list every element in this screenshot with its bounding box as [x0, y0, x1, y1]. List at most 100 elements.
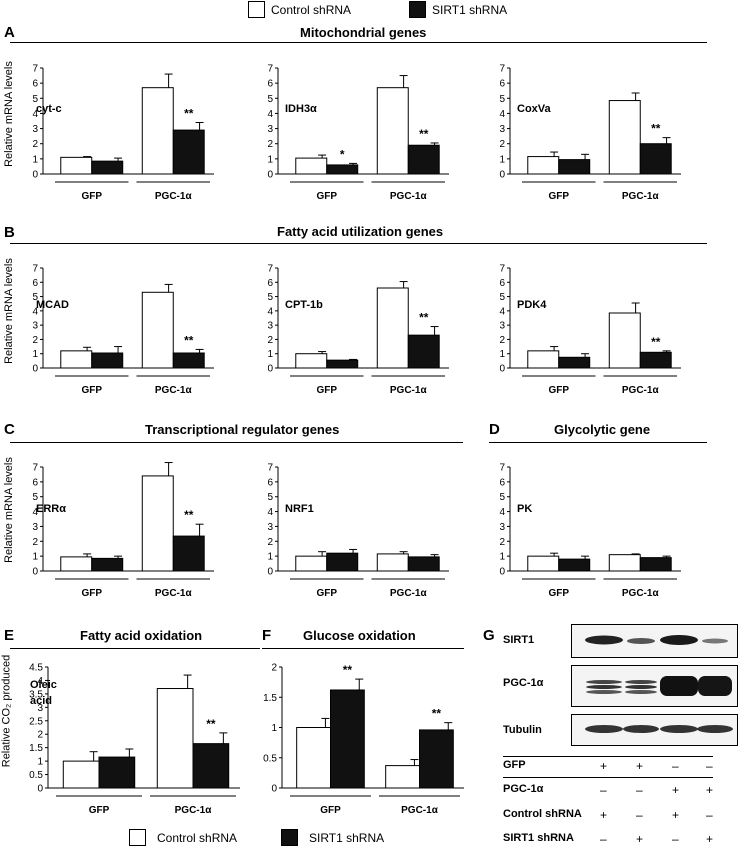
blot-mark: +: [600, 759, 608, 773]
x-tick-label: GFP: [81, 191, 102, 202]
bar-sirt1-shrna-gfp: [330, 689, 365, 789]
legend-label-control-bottom: Control shRNA: [157, 831, 238, 845]
chart-coxva: 0 1 2 3 4 5 6 7 CoxVa GFP ** PGC-1α: [499, 64, 681, 202]
y-tick-label: 4: [37, 676, 43, 687]
legend-label-control: Control shRNA: [271, 3, 352, 17]
y-tick-label: 2: [499, 335, 505, 346]
y-tick-label: 4: [32, 109, 38, 120]
section-title-d: Glycolytic gene: [554, 422, 651, 437]
y-tick-label: 6: [499, 278, 505, 289]
bar-sirt1-shrna-gfp: [558, 356, 591, 369]
y-tick-label: 0: [267, 364, 273, 375]
bar-sirt1-shrna-pgc-1: [172, 129, 205, 175]
blot-rule-1: [503, 756, 713, 757]
bar-sirt1-shrna-gfp: [91, 352, 124, 369]
chart-label-err: ERRα: [36, 503, 66, 515]
y-tick-label: 1: [267, 552, 273, 563]
section-rule-a: [10, 42, 707, 43]
significance-marker: **: [419, 311, 429, 325]
panel-letter-g: G: [483, 627, 495, 644]
y-tick-label: 2: [271, 663, 277, 674]
legend-label-sirt1-bottom: SIRT1 shRNA: [309, 831, 385, 845]
y-tick-label: 4: [499, 109, 505, 120]
y-tick-label: 1.5: [263, 693, 277, 704]
bar-control-shrna-gfp: [62, 760, 100, 789]
y-tick-label: 5: [267, 492, 273, 503]
bar-control-shrna-gfp: [295, 555, 328, 572]
blot-bands-tubulin: [585, 725, 733, 733]
section-rule-b: [10, 243, 707, 244]
y-tick-label: 3: [37, 703, 43, 714]
y-tick-label: 2: [267, 335, 273, 346]
section-rule-d: [489, 442, 707, 443]
bar-control-shrna-pgc-1: [156, 688, 194, 789]
x-tick-label: PGC-1α: [155, 588, 193, 599]
x-tick-label: GFP: [89, 805, 110, 816]
blot-bands-pgc: [586, 676, 732, 696]
blot-mark: –: [672, 832, 679, 846]
x-tick-label: PGC-1α: [155, 385, 193, 396]
panel-letter-d: D: [489, 421, 500, 438]
x-tick-label: PGC-1α: [155, 191, 193, 202]
bar-sirt1-shrna-gfp: [558, 558, 591, 572]
y-tick-label: 6: [499, 477, 505, 488]
bar-sirt1-shrna-gfp: [91, 160, 124, 175]
x-tick-label: PGC-1α: [622, 191, 660, 202]
chart-oleic-acid: 0 0.5 1 1.5 2 2.5 3 3.5 4 4.5 Oleic acid GFP ** PGC-1α: [29, 663, 240, 816]
blot-mark: –: [672, 759, 679, 773]
y-tick-label: 1: [271, 723, 277, 734]
section-title-e: Fatty acid oxidation: [80, 628, 203, 643]
section-rule-e: [10, 648, 260, 649]
y-tick-label: 7: [267, 463, 273, 474]
y-axis-label-b: Relative mRNA levels: [2, 258, 15, 364]
x-tick-label: GFP: [316, 385, 337, 396]
legend-swatch-sirt1-bottom: [281, 829, 298, 846]
blot-condition-control: Control shRNA: [503, 808, 582, 820]
bar-sirt1-shrna-gfp: [98, 756, 136, 789]
bar-sirt1-shrna-pgc-1: [172, 352, 205, 369]
y-tick-label: 6: [499, 79, 505, 90]
panel-letter-a: A: [4, 24, 15, 41]
y-tick-label: 0: [271, 784, 277, 795]
y-tick-label: 6: [32, 278, 38, 289]
y-tick-label: 6: [267, 477, 273, 488]
y-tick-label: 6: [32, 79, 38, 90]
panel-letter-e: E: [4, 627, 15, 644]
y-tick-label: 5: [499, 292, 505, 303]
y-tick-label: 0: [32, 567, 38, 578]
y-tick-label: 3: [32, 124, 38, 135]
bar-control-shrna-pgc-1: [385, 765, 420, 789]
y-tick-label: 0: [499, 170, 505, 181]
chart-cpt-1b: 0 1 2 3 4 5 6 7 CPT-1b GFP ** PGC-1α: [267, 264, 449, 396]
y-tick-label: 4: [499, 507, 505, 518]
y-tick-label: 0: [32, 364, 38, 375]
significance-marker: **: [184, 333, 194, 347]
y-tick-label: 1: [32, 349, 38, 360]
y-tick-label: 7: [499, 64, 505, 75]
section-title-f: Glucose oxidation: [303, 628, 416, 643]
blot-condition-sirt1: SIRT1 shRNA: [503, 832, 574, 844]
y-tick-label: 4.5: [29, 663, 43, 674]
y-tick-label: 7: [32, 64, 38, 75]
x-tick-label: PGC-1α: [390, 191, 428, 202]
section-rule-f: [262, 648, 464, 649]
blot-rule-2: [503, 777, 713, 778]
y-tick-label: 1: [32, 552, 38, 563]
y-tick-label: 5: [499, 492, 505, 503]
bar-sirt1-shrna-pgc-1: [419, 729, 454, 789]
significance-marker: *: [340, 147, 345, 161]
y-tick-label: 4: [267, 109, 273, 120]
significance-marker: **: [343, 663, 353, 677]
bar-control-shrna-pgc-1: [608, 100, 641, 175]
blot-row-label-pgc: PGC-1α: [503, 677, 544, 689]
blot-condition-pgc: PGC-1α: [503, 783, 544, 795]
blot-bands-sirt1: [585, 635, 728, 645]
y-tick-label: 1: [267, 349, 273, 360]
x-tick-label: PGC-1α: [401, 805, 439, 816]
y-tick-label: 3: [267, 522, 273, 533]
y-axis-label-c: Relative mRNA levels: [2, 457, 15, 563]
y-tick-label: 3: [499, 321, 505, 332]
blot-mark: +: [706, 783, 714, 797]
blot-condition-gfp: GFP: [503, 759, 526, 771]
bar-control-shrna-gfp: [60, 350, 93, 369]
